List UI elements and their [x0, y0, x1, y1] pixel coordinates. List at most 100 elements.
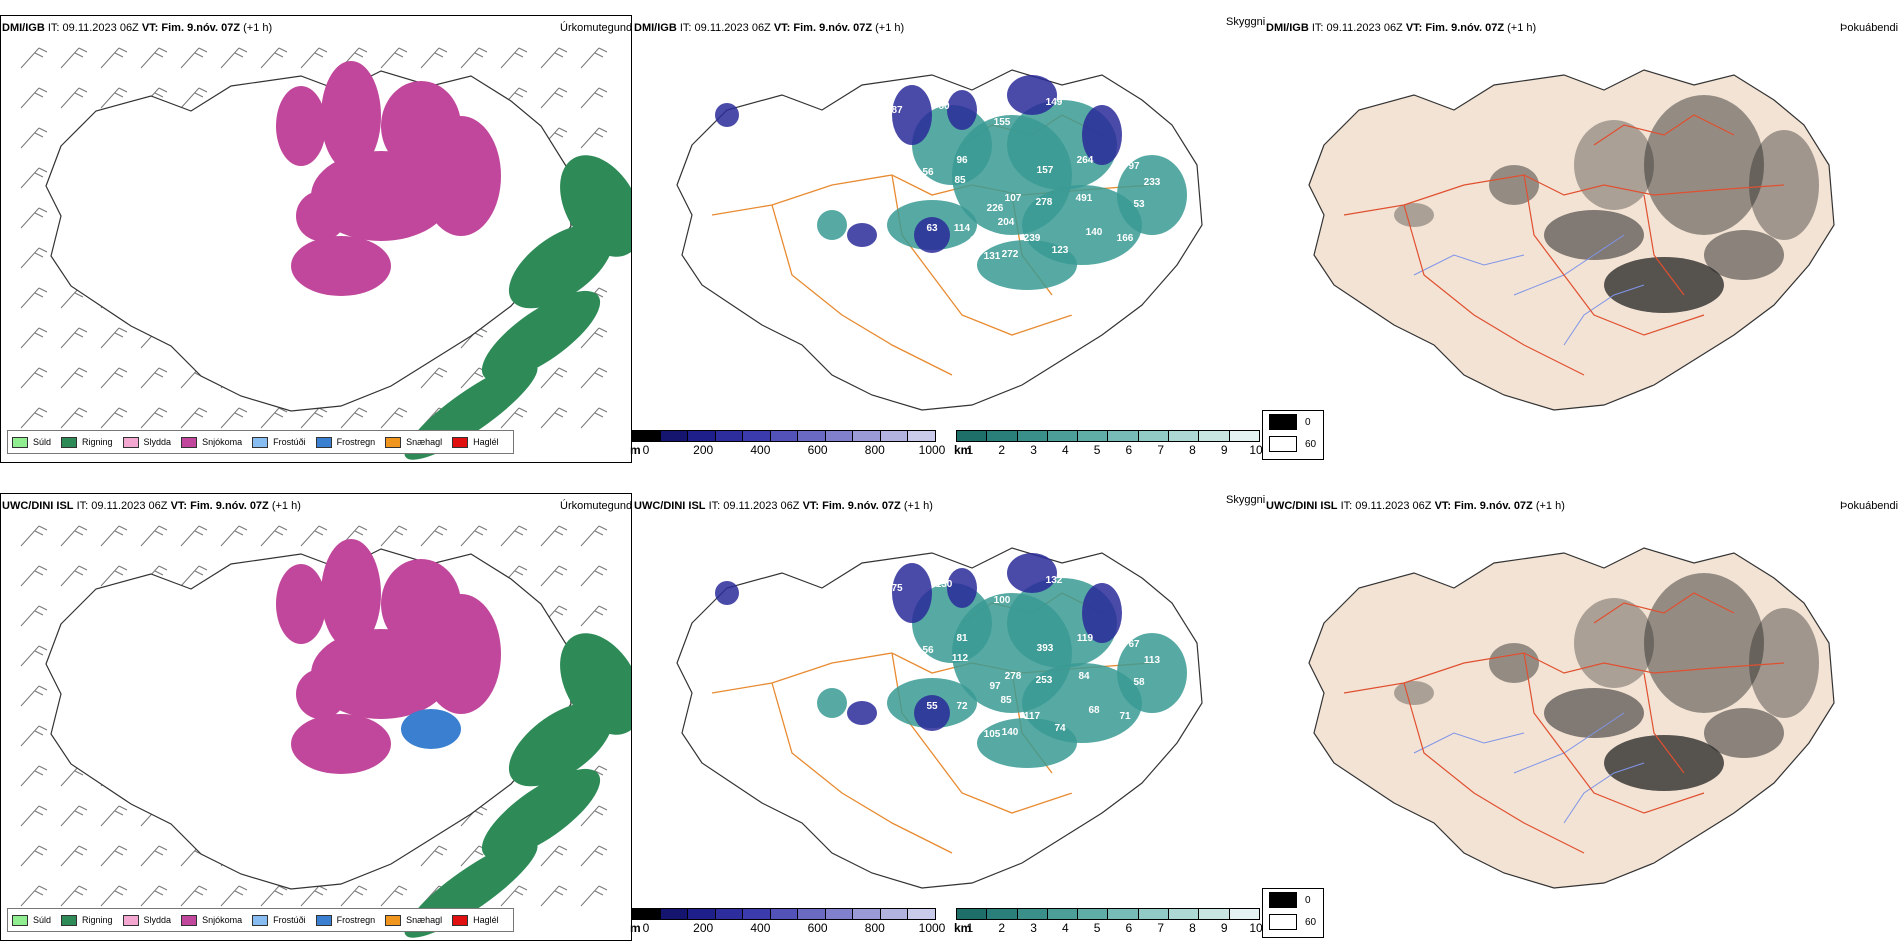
river-line [1513, 234, 1625, 296]
scale-cell [1047, 909, 1079, 919]
offset: (+1 h) [903, 500, 933, 512]
model-name: DMI/IGB [634, 22, 677, 34]
legend-swatch [12, 914, 28, 926]
wind-barb [220, 885, 248, 907]
scale-km-labels: km 1 2 3 4 5 6 7 8 9 10 [954, 920, 1263, 935]
scale-cell [1017, 909, 1048, 919]
scale-cell [880, 431, 909, 441]
vt-value: Fim. 9.nóv. 07Z [190, 500, 269, 512]
cloud-base-label: 75 [891, 583, 903, 594]
scale-tick: 400 [750, 921, 771, 935]
scale-cell [1017, 431, 1048, 441]
cloud-base-label: 58 [1133, 677, 1145, 688]
cloud-base-area [914, 695, 950, 731]
scale-tick: 9 [1220, 443, 1228, 457]
fog-area [1544, 688, 1644, 738]
legend-swatch [122, 914, 139, 926]
fog-area [1394, 203, 1434, 227]
fog-legend-label: 60 [1305, 438, 1317, 450]
cloud-base-label: 72 [956, 701, 968, 712]
scale-tick: 10 [1249, 443, 1263, 457]
offset: (+1 h) [243, 22, 273, 34]
precip-legend: Súld Rigning Slydda Snjókoma Frostúði Frostre… [7, 908, 514, 932]
cloud-base-label: 53 [1133, 199, 1145, 210]
wind-barb [580, 565, 608, 587]
offset: (+1 h) [1535, 500, 1565, 512]
cloud-base-label: 278 [1036, 197, 1053, 208]
legend-swatch [181, 436, 198, 448]
wind-barb [20, 407, 48, 429]
legend-label: Frostúði [273, 915, 306, 925]
wind-barb [20, 725, 48, 747]
cloud-base-area [892, 563, 932, 623]
it-label: IT: [1340, 500, 1353, 512]
cloud-base-area [1082, 105, 1122, 165]
legend-swatch [61, 436, 78, 448]
fog-area [1489, 643, 1539, 683]
wind-barb [300, 525, 328, 547]
wind-barb [20, 287, 48, 309]
fog-area [1604, 735, 1724, 791]
cloud-base-label: 112 [952, 653, 969, 664]
scale-km: km 1 2 3 4 5 6 7 8 9 10 [954, 908, 1263, 936]
offset: (+1 h) [271, 500, 301, 512]
cloud-base-label: 504 [1134, 625, 1151, 636]
wind-barb [20, 327, 48, 349]
scale-cell [798, 909, 826, 919]
wind-barb [260, 885, 288, 907]
scale-tick: 7 [1157, 921, 1164, 935]
scale-km-cells [956, 908, 1260, 920]
header-ceiling: UWC/DINI ISL IT: 09.11.2023 06Z VT: Fim.… [634, 500, 933, 512]
road-line [1403, 204, 1585, 376]
wind-barb [60, 885, 88, 907]
road-line [1343, 652, 1785, 694]
fog-swatch [1269, 914, 1297, 930]
vt-value: Fim. 9.nóv. 07Z [1454, 500, 1533, 512]
legend-swatch [122, 436, 139, 448]
cloud-base-label: 141 [719, 89, 736, 100]
wind-barb [20, 367, 48, 389]
snow-area [296, 669, 346, 719]
precip-legend-item: Rigning [61, 914, 113, 926]
scale-tick: 9 [1220, 921, 1228, 935]
scale-tick: 2 [998, 443, 1006, 457]
cloud-base-label: 100 [994, 595, 1011, 606]
cloud-base-label: 278 [1005, 671, 1022, 682]
wind-barb [60, 87, 88, 109]
cloud-base-label: 346 [1129, 595, 1146, 606]
wind-barb [580, 47, 608, 69]
wind-barb [580, 845, 608, 867]
legend-label: Snæhagl [406, 915, 443, 925]
fog-legend-item: 0 [1263, 411, 1323, 433]
cloud-base-label: 71 [1119, 711, 1131, 722]
road-line [1523, 174, 1705, 336]
wind-barb [580, 805, 608, 827]
fog-area [1574, 120, 1654, 210]
legend-swatch [252, 914, 269, 926]
wind-barb [60, 845, 88, 867]
wind-barb [500, 47, 528, 69]
it-label: IT: [47, 22, 60, 34]
snow-area [276, 564, 326, 644]
visibility-area [1117, 633, 1187, 713]
precip-legend-item: Frostregn [315, 914, 375, 926]
wind-barb [20, 805, 48, 827]
wind-barb [580, 87, 608, 109]
cloud-base-label: 97 [989, 681, 1001, 692]
legend-swatch [315, 914, 332, 926]
wind-barb [60, 47, 88, 69]
scale-tick: 6 [1125, 921, 1133, 935]
road-line [1523, 652, 1705, 814]
cloud-base-area [947, 568, 977, 608]
row-dmi: Súld Rigning Slydda Snjókoma Frostúði Frostre… [0, 15, 1898, 463]
scale-tick: 2 [998, 921, 1006, 935]
wind-barb [180, 47, 208, 69]
wind-barb [580, 605, 608, 627]
model-name: UWC/DINI ISL [1266, 500, 1338, 512]
road-line [1343, 174, 1785, 216]
rain-area [560, 155, 631, 257]
scale-tick: 4 [1061, 921, 1069, 935]
scale-km-cells [956, 430, 1260, 442]
vt-label: VT: [1434, 500, 1452, 512]
model-name: UWC/DINI ISL [634, 500, 706, 512]
